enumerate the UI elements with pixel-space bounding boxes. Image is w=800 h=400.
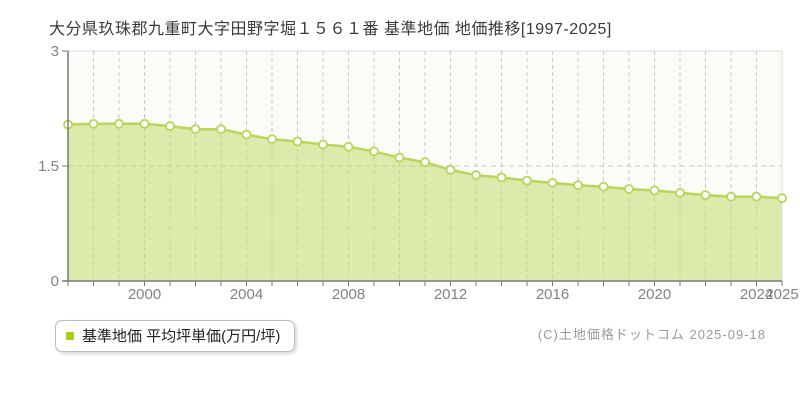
data-point-marker bbox=[420, 157, 430, 168]
data-point-marker bbox=[165, 121, 175, 131]
x-axis-label: 2024 bbox=[740, 286, 773, 303]
data-point-marker bbox=[573, 180, 583, 191]
data-point-marker bbox=[369, 146, 379, 157]
x-axis-label: 2000 bbox=[128, 286, 161, 303]
legend-marker-icon bbox=[66, 331, 74, 340]
x-axis-label: 2012 bbox=[434, 286, 467, 303]
legend: 基準地価 平均坪単価(万円/坪) bbox=[55, 320, 296, 352]
area-fill bbox=[68, 123, 782, 281]
y-axis-label: 1.5 bbox=[38, 158, 59, 175]
x-axis-label: 2016 bbox=[536, 286, 569, 303]
legend-label: 基準地価 平均坪単価(万円/坪) bbox=[82, 328, 281, 345]
data-point-marker bbox=[700, 190, 711, 201]
data-point-marker bbox=[777, 193, 787, 204]
data-point-marker bbox=[726, 191, 736, 202]
x-axis-label: 2004 bbox=[230, 286, 263, 303]
data-point-marker bbox=[114, 118, 124, 129]
data-point-marker bbox=[88, 118, 99, 129]
page-title: 大分県玖珠郡九重町大字田野字堀１５６１番 基準地価 地価推移[1997-2025… bbox=[49, 21, 612, 38]
data-point-marker bbox=[445, 164, 456, 175]
data-point-marker bbox=[649, 185, 660, 196]
data-point-marker bbox=[522, 175, 532, 186]
data-point-marker bbox=[216, 124, 226, 135]
data-point-marker bbox=[598, 181, 609, 192]
y-axis-label: 3 bbox=[51, 43, 59, 60]
y-axis-label: 0 bbox=[51, 273, 59, 290]
x-axis-label: 2025 bbox=[765, 286, 798, 303]
data-point-marker bbox=[241, 129, 252, 140]
data-point-marker bbox=[267, 134, 277, 145]
data-point-marker bbox=[624, 184, 634, 194]
data-point-marker bbox=[292, 136, 303, 147]
copyright-text: (C)土地価格ドットコム 2025-09-18 bbox=[537, 327, 766, 342]
data-point-marker bbox=[394, 152, 405, 163]
data-point-marker bbox=[496, 172, 507, 183]
data-point-marker bbox=[471, 170, 481, 181]
data-point-marker bbox=[751, 191, 762, 202]
x-axis-label: 2008 bbox=[332, 286, 365, 303]
data-point-marker bbox=[139, 118, 150, 129]
x-axis-label: 2020 bbox=[638, 286, 671, 303]
data-point-marker bbox=[343, 141, 354, 152]
data-point-marker bbox=[190, 124, 201, 135]
data-point-marker bbox=[547, 177, 558, 188]
data-point-marker bbox=[675, 187, 685, 198]
data-point-marker bbox=[318, 139, 328, 150]
